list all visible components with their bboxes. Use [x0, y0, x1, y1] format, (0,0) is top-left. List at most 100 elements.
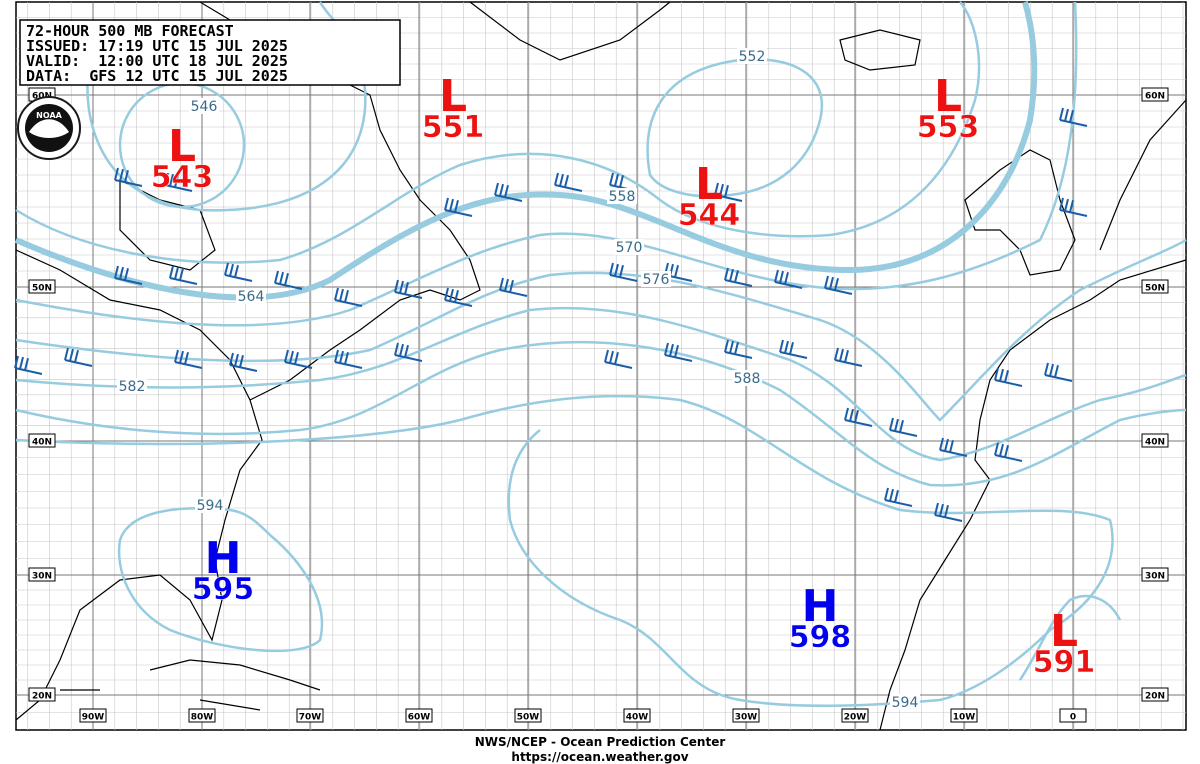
barb-feather — [14, 355, 19, 369]
contour-label: 570 — [616, 240, 643, 256]
center-value: 591 — [1033, 645, 1096, 680]
lat-label-box — [28, 687, 56, 702]
barb-feather — [829, 276, 834, 290]
contour-label-bg — [641, 271, 671, 287]
barb-shaft — [664, 354, 693, 362]
barb-feather — [834, 277, 839, 291]
barb-shaft — [444, 299, 473, 307]
barb-feather — [404, 344, 409, 358]
wind-barb — [724, 267, 753, 287]
contour-label: 594 — [892, 695, 919, 711]
wind-barb — [334, 349, 363, 369]
lon-label: 50W — [517, 713, 540, 723]
lon-label: 10W — [953, 713, 976, 723]
contour-label-bg — [614, 239, 644, 255]
barb-shaft — [164, 184, 193, 192]
barb-feather — [119, 266, 124, 280]
wind-barb — [394, 279, 423, 299]
wind-barb — [1059, 197, 1088, 217]
barb-feather — [289, 350, 294, 364]
center-value: 543 — [151, 160, 214, 195]
lat-label-box — [28, 279, 56, 294]
center-value: 595 — [192, 572, 255, 607]
barb-feather — [944, 438, 949, 452]
barb-feather — [339, 288, 344, 302]
barb-feather — [174, 349, 179, 363]
contour-558 — [15, 1, 981, 264]
contour-label-bg — [236, 288, 266, 304]
lat-label-box — [1141, 87, 1169, 102]
lon-label: 70W — [299, 713, 322, 723]
barb-shaft — [994, 379, 1023, 387]
barb-shaft — [14, 367, 43, 375]
barb-feather — [399, 343, 404, 357]
lon-label: 60W — [408, 713, 431, 723]
barb-feather — [164, 172, 169, 186]
barb-feather — [404, 281, 409, 295]
barb-feather — [179, 267, 184, 281]
center-letter: H — [205, 533, 242, 584]
wind-barb — [224, 262, 253, 282]
barb-feather — [394, 279, 399, 293]
contour-582 — [15, 306, 1187, 462]
barb-shaft — [64, 359, 93, 367]
contour-label: 588 — [734, 371, 761, 387]
wind-barb — [64, 347, 93, 367]
barb-feather — [724, 339, 729, 353]
barb-feather — [344, 289, 349, 303]
barb-feather — [234, 353, 239, 367]
lat-label: 20N — [32, 692, 52, 702]
barb-feather — [454, 289, 459, 303]
barb-feather — [229, 352, 234, 366]
barb-feather — [564, 174, 569, 188]
barb-shaft — [724, 351, 753, 359]
barb-feather — [284, 349, 289, 363]
wind-barb — [494, 182, 523, 202]
wind-barb — [934, 502, 963, 522]
wind-barb — [889, 417, 918, 437]
header-line: VALID: 12:00 UTC 18 JUL 2025 — [26, 52, 288, 70]
contour-label: 594 — [197, 498, 224, 514]
barb-feather — [19, 356, 24, 370]
wind-barb — [779, 339, 808, 359]
barb-feather — [939, 437, 944, 451]
barb-shaft — [824, 287, 853, 295]
barb-feather — [724, 267, 729, 281]
contour-591 — [1018, 594, 1122, 681]
barb-feather — [884, 487, 889, 501]
barb-feather — [944, 504, 949, 518]
barb-feather — [509, 279, 514, 293]
wind-barb — [774, 269, 803, 289]
barb-feather — [834, 347, 839, 361]
barb-shaft — [1059, 209, 1088, 217]
wind-barb — [604, 349, 633, 369]
barb-feather — [839, 348, 844, 362]
barb-shaft — [774, 281, 803, 289]
contour-570 — [15, 1, 1078, 327]
lon-label-box — [841, 708, 869, 723]
barb-feather — [339, 350, 344, 364]
lat-label: 40N — [1145, 438, 1165, 448]
wind-barb — [274, 270, 303, 290]
barb-feather — [844, 349, 849, 363]
center-letter: H — [802, 581, 839, 632]
barb-feather — [239, 354, 244, 368]
contour-552-east — [646, 58, 823, 198]
barb-feather — [714, 182, 719, 196]
barb-feather — [234, 264, 239, 278]
wind-barb — [844, 407, 873, 427]
barb-feather — [854, 409, 859, 423]
wind-barb — [229, 352, 258, 372]
barb-shaft — [334, 361, 363, 369]
coast-north-america — [15, 249, 263, 721]
coast-hudson — [119, 179, 216, 271]
barb-feather — [169, 265, 174, 279]
barb-feather — [1064, 198, 1069, 212]
lat-label-box — [28, 433, 56, 448]
contour-label-bg — [189, 98, 219, 114]
barb-shaft — [994, 454, 1023, 462]
lat-label: 60N — [32, 92, 52, 102]
barb-shaft — [934, 514, 963, 522]
barb-shaft — [394, 354, 423, 362]
map-labels: 60N 60N 50N 50N 40N 40N 30N 30N 20N 20N 90W 80W 70W 6… — [28, 48, 1169, 723]
